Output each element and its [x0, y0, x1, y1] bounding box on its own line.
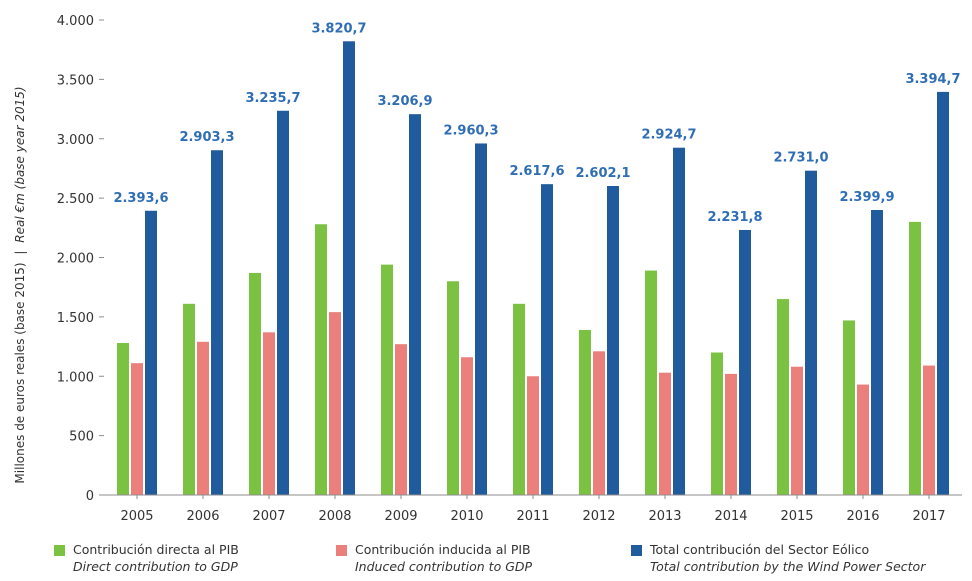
bar-direct [183, 303, 195, 495]
bar-total [739, 229, 751, 495]
data-label-total: 3.820,7 [311, 21, 366, 36]
legend-swatch-direct [54, 545, 65, 556]
bar-induced [329, 312, 341, 495]
x-tick-label: 2014 [714, 509, 747, 524]
y-tick-label: 3.500 [57, 73, 94, 88]
bar-direct [381, 264, 393, 495]
legend-item-direct: Contribución directa al PIB Direct contr… [54, 541, 239, 575]
bar-direct [447, 281, 459, 495]
bar-total [805, 170, 817, 495]
data-label-total: 3.394,7 [905, 72, 960, 87]
data-label-total: 2.231,8 [707, 210, 762, 225]
bar-direct [645, 270, 657, 495]
bar-direct [249, 272, 261, 495]
y-tick-label: 3.000 [57, 133, 94, 148]
legend-label-direct: Contribución directa al PIB [73, 542, 239, 557]
data-label-total: 2.393,6 [113, 191, 168, 206]
bar-induced [131, 363, 143, 495]
bar-total [211, 150, 223, 495]
data-label-total: 2.960,3 [443, 123, 498, 138]
x-tick-label: 2006 [186, 509, 219, 524]
y-axis-title-es: Millones de euros reales (base 2015) [13, 262, 27, 483]
bar-induced [461, 357, 473, 495]
data-label-total: 3.235,7 [245, 91, 300, 106]
legend-item-induced: Contribución inducida al PIB Induced con… [336, 541, 532, 575]
x-tick-label: 2005 [120, 509, 153, 524]
bar-induced [725, 373, 737, 495]
bar-direct [117, 343, 129, 495]
x-tick-label: 2008 [318, 509, 351, 524]
x-tick-label: 2012 [582, 509, 615, 524]
bar-direct [315, 224, 327, 495]
bar-induced [923, 365, 935, 495]
legend: Contribución directa al PIB Direct contr… [0, 541, 972, 581]
y-tick-label: 1.000 [57, 370, 94, 385]
data-label-total: 2.924,7 [641, 128, 696, 143]
y-tick-label: 500 [69, 430, 94, 445]
legend-label-induced: Contribución inducida al PIB [355, 542, 531, 557]
data-label-total: 2.617,6 [509, 164, 564, 179]
legend-label-direct-en: Direct contribution to GDP [73, 559, 238, 574]
bar-total [673, 147, 685, 495]
bar-induced [791, 366, 803, 495]
svg-text:Millones de euros reales (base: Millones de euros reales (base 2015) | R… [13, 86, 27, 483]
y-axis-title-en: Real €m (base year 2015) [13, 86, 27, 242]
y-axis-title-separator: | [13, 251, 27, 255]
bar-direct [777, 299, 789, 495]
bar-induced [395, 344, 407, 495]
bar-induced [197, 341, 209, 495]
x-axis: 2005 2006 2007 2008 2009 2010 2011 2012 2013 2014… [120, 495, 946, 524]
y-axis: 0 500 1.000 1.500 2.000 2.500 3.000 3.500 4.000 [57, 14, 104, 504]
bar-direct [513, 303, 525, 495]
x-tick-label: 2016 [846, 509, 879, 524]
data-label-total: 3.206,9 [377, 94, 432, 109]
legend-item-total: Total contribución del Sector Eólico Tot… [631, 541, 925, 575]
legend-label-induced-en: Induced contribution to GDP [355, 559, 533, 574]
bar-direct [843, 320, 855, 495]
y-tick-label: 0 [86, 489, 94, 504]
bar-total [409, 114, 421, 495]
data-labels: 2.393,6 2.903,3 3.235,7 3.820,7 3.206,9 2.960… [113, 21, 960, 225]
bar-total [475, 143, 487, 496]
y-tick-label: 4.000 [57, 14, 94, 29]
bar-total [277, 110, 289, 496]
y-tick-label: 1.500 [57, 311, 94, 326]
y-tick-label: 2.000 [57, 252, 94, 267]
legend-label-total: Total contribución del Sector Eólico [650, 542, 870, 557]
bar-induced [659, 372, 671, 495]
data-label-total: 2.602,1 [575, 166, 630, 181]
x-tick-label: 2013 [648, 509, 681, 524]
bar-total [871, 210, 883, 495]
x-tick-label: 2009 [384, 509, 417, 524]
y-tick-label: 2.500 [57, 192, 94, 207]
bar-induced [263, 332, 275, 495]
legend-label-total-en: Total contribution by the Wind Power Sec… [650, 559, 926, 574]
bar-induced [857, 384, 869, 495]
x-tick-label: 2015 [780, 509, 813, 524]
legend-swatch-induced [336, 545, 347, 556]
bar-total [937, 91, 949, 496]
x-tick-label: 2011 [516, 509, 549, 524]
bar-induced [527, 376, 539, 495]
bar-total [541, 184, 553, 495]
x-tick-label: 2010 [450, 509, 483, 524]
x-tick-label: 2017 [912, 509, 945, 524]
data-label-total: 2.903,3 [179, 130, 234, 145]
x-tick-label: 2007 [252, 509, 285, 524]
bar-induced [593, 351, 605, 495]
bar-total [145, 210, 157, 495]
y-axis-title: Millones de euros reales (base 2015) | R… [13, 86, 27, 483]
bar-direct [711, 352, 723, 495]
chart: Millones de euros reales (base 2015) | R… [13, 14, 962, 524]
bar-direct [909, 221, 921, 495]
legend-swatch-total [631, 545, 642, 556]
bars [117, 41, 949, 496]
data-label-total: 2.399,9 [839, 190, 894, 205]
bar-total [607, 186, 619, 496]
bar-direct [579, 329, 591, 495]
bar-total [343, 41, 355, 496]
data-label-total: 2.731,0 [773, 151, 828, 166]
